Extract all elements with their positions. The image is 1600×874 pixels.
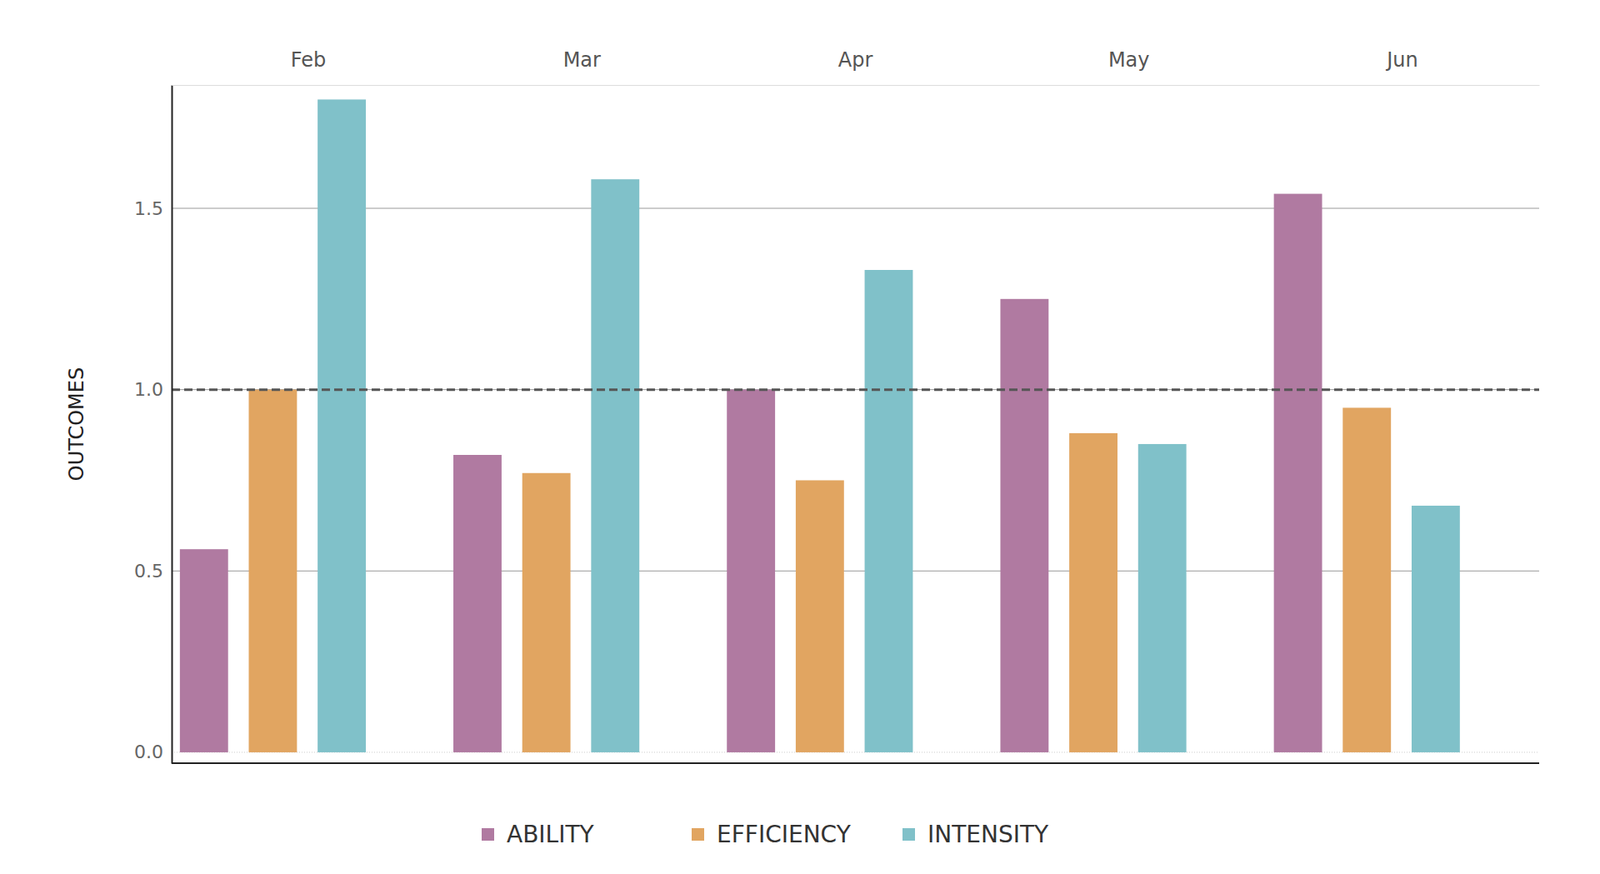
grid-line bbox=[171, 751, 1540, 753]
bar bbox=[453, 455, 502, 753]
y-tick: 1.5 bbox=[134, 198, 172, 220]
x-axis: Feb Mar Apr May Jun bbox=[172, 48, 1540, 86]
x-tick: Feb bbox=[290, 48, 327, 85]
y-tick-label: 0.5 bbox=[134, 560, 164, 582]
y-tick: 1.0 bbox=[134, 379, 172, 400]
y-tick: 0.5 bbox=[134, 560, 172, 582]
grid-line bbox=[171, 570, 1540, 572]
chart: 0.0 0.5 1.0 1.5 Feb Mar Apr May Jun OUTCOMES ABILI… bbox=[0, 0, 1600, 874]
reference-line bbox=[171, 388, 1540, 391]
legend-item: ABILITY bbox=[481, 820, 595, 849]
x-tick-label: Mar bbox=[563, 48, 601, 72]
legend-swatch bbox=[902, 828, 915, 841]
legend-item: EFFICIENCY bbox=[691, 820, 852, 849]
grid-line bbox=[171, 389, 1540, 390]
bar bbox=[590, 179, 640, 753]
x-tick: May bbox=[1108, 48, 1150, 85]
x-tick-label: Apr bbox=[838, 48, 874, 72]
x-tick: Mar bbox=[563, 48, 601, 85]
bar bbox=[1342, 407, 1391, 753]
y-axis-title: OUTCOMES bbox=[65, 367, 89, 481]
bar bbox=[180, 549, 229, 753]
y-axis: 0.0 0.5 1.0 1.5 bbox=[134, 85, 173, 765]
bar bbox=[1069, 433, 1118, 753]
x-tick-label: Jun bbox=[1385, 48, 1419, 72]
bar bbox=[317, 99, 366, 753]
bar bbox=[865, 270, 914, 753]
bar bbox=[1274, 194, 1323, 753]
bar bbox=[1000, 299, 1049, 753]
legend-item: INTENSITY bbox=[902, 820, 1050, 849]
y-tick-label: 0.0 bbox=[134, 741, 164, 763]
x-tick: Apr bbox=[838, 48, 874, 85]
bar bbox=[1411, 505, 1460, 753]
grid-line bbox=[171, 208, 1540, 210]
x-tick: Jun bbox=[1385, 48, 1419, 85]
legend: ABILITY EFFICIENCY INTENSITY bbox=[481, 820, 1050, 849]
y-tick: 0.0 bbox=[134, 741, 172, 763]
reference bbox=[171, 389, 1540, 390]
bar bbox=[726, 390, 775, 753]
y-tick-label: 1.5 bbox=[134, 198, 164, 220]
bar bbox=[1138, 444, 1187, 753]
legend-swatch bbox=[481, 828, 495, 841]
grid bbox=[171, 208, 1540, 753]
x-tick-label: May bbox=[1108, 48, 1150, 72]
legend-swatch bbox=[691, 828, 705, 841]
y-tick-label: 1.0 bbox=[134, 379, 164, 400]
bar bbox=[795, 480, 845, 752]
legend-label: EFFICIENCY bbox=[716, 820, 852, 849]
x-tick-label: Feb bbox=[290, 48, 327, 72]
legend-label: ABILITY bbox=[506, 820, 595, 849]
x-baseline bbox=[171, 762, 1540, 765]
bars bbox=[180, 99, 1460, 753]
bar bbox=[249, 390, 298, 753]
y-axis-line bbox=[171, 85, 174, 765]
bar bbox=[522, 473, 571, 753]
x-axis-line bbox=[172, 85, 1540, 86]
legend-label: INTENSITY bbox=[927, 820, 1050, 849]
